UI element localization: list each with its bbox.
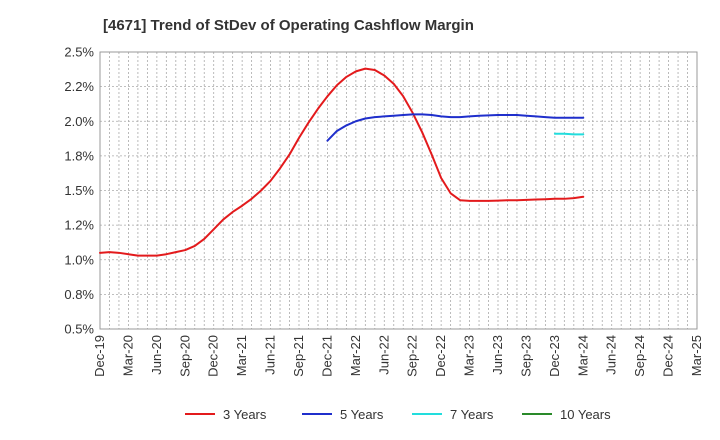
x-tick-label: Sep-21 bbox=[291, 335, 306, 377]
x-tick-label: Mar-25 bbox=[689, 335, 704, 376]
x-axis-tick-labels: Dec-19 Mar-20 Jun-20 Sep-20 Dec-20 Mar-21 Jun-… bbox=[92, 335, 704, 377]
x-tick-label: Dec-24 bbox=[661, 335, 676, 377]
x-tick-label: Jun-21 bbox=[263, 335, 278, 375]
legend-label: 7 Years bbox=[450, 407, 494, 422]
plot-area-frame bbox=[99, 51, 698, 330]
x-tick-label: Jun-23 bbox=[490, 335, 505, 375]
x-tick-label: Mar-24 bbox=[575, 335, 590, 376]
y-tick-label: 1.5% bbox=[64, 183, 94, 198]
series-lines bbox=[99, 67, 585, 257]
y-tick-label: 2.0% bbox=[64, 114, 94, 129]
legend-label: 3 Years bbox=[223, 407, 267, 422]
chart-title: [4671] Trend of StDev of Operating Cashf… bbox=[103, 17, 474, 34]
y-tick-label: 1.0% bbox=[64, 252, 94, 267]
x-tick-label: Dec-23 bbox=[547, 335, 562, 377]
x-tick-label: Sep-22 bbox=[405, 335, 420, 377]
x-tick-label: Mar-20 bbox=[120, 335, 135, 376]
y-tick-label: 1.2% bbox=[64, 218, 94, 233]
y-tick-label: 0.8% bbox=[64, 287, 94, 302]
x-tick-label: Mar-22 bbox=[348, 335, 363, 376]
legend: 3 Years 5 Years 7 Years 10 Years bbox=[185, 407, 611, 422]
legend-label: 5 Years bbox=[340, 407, 384, 422]
x-tick-label: Sep-20 bbox=[177, 335, 192, 377]
x-tick-label: Sep-24 bbox=[632, 335, 647, 377]
grid-lines bbox=[99, 51, 698, 330]
series-line-7-years bbox=[553, 132, 585, 136]
x-tick-label: Dec-19 bbox=[92, 335, 107, 377]
legend-label: 10 Years bbox=[560, 407, 611, 422]
x-tick-label: Jun-20 bbox=[149, 335, 164, 375]
y-tick-label: 0.5% bbox=[64, 322, 94, 337]
series-line-3-years bbox=[99, 67, 585, 257]
y-tick-label: 2.2% bbox=[64, 79, 94, 94]
x-tick-label: Dec-20 bbox=[206, 335, 221, 377]
x-tick-label: Jun-24 bbox=[604, 335, 619, 375]
y-axis-tick-labels: 0.5% 0.8% 1.0% 1.2% 1.5% 1.8% 2.0% 2.2% 2.5% bbox=[64, 45, 94, 337]
x-tick-label: Mar-21 bbox=[234, 335, 249, 376]
y-tick-label: 2.5% bbox=[64, 45, 94, 60]
y-tick-label: 1.8% bbox=[64, 148, 94, 163]
x-tick-label: Dec-21 bbox=[319, 335, 334, 377]
x-tick-label: Jun-22 bbox=[376, 335, 391, 375]
x-tick-label: Mar-23 bbox=[462, 335, 477, 376]
x-tick-label: Dec-22 bbox=[433, 335, 448, 377]
series-line-5-years bbox=[326, 113, 585, 142]
x-tick-label: Sep-23 bbox=[518, 335, 533, 377]
